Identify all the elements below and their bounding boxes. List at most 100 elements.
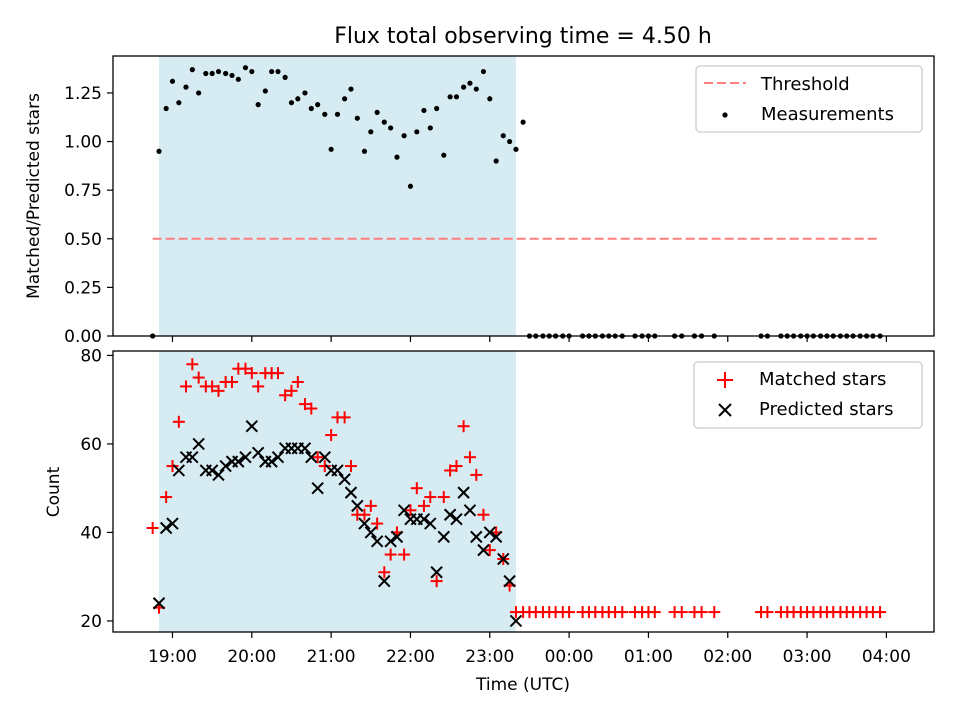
bottom-x-tick-label: 19:00: [148, 647, 197, 667]
bottom-x-tick-label: 03:00: [783, 647, 832, 667]
top-y-axis-label: Matched/Predicted stars: [24, 93, 44, 299]
matched-star-marker: [239, 362, 252, 375]
measurement-point: [447, 94, 453, 100]
matched-star-marker: [245, 367, 258, 380]
predicted-marker-b: [437, 530, 450, 544]
predicted-marker-b: [378, 574, 391, 588]
predicted-star-marker: [364, 526, 378, 539]
top-legend: Threshold Measurements: [695, 65, 923, 133]
predicted-marker-b: [205, 464, 219, 477]
bottom-x-tick-label: 23:00: [465, 647, 514, 667]
predicted-marker-b: [298, 442, 312, 455]
measurement-point: [381, 119, 387, 125]
measurement-point: [334, 111, 341, 117]
measurement-point: [308, 105, 314, 112]
bottom-y-tick-label: 60: [80, 435, 102, 455]
matched-star-marker: [225, 375, 238, 388]
measurement-point: [434, 105, 440, 112]
bottom-axes-frame: [112, 350, 935, 633]
measurement-point: [427, 125, 433, 131]
predicted-marker-b: [483, 526, 496, 539]
measurement-point: [169, 78, 176, 84]
matched-star-marker: [384, 548, 397, 561]
legend-matched-label: Matched stars: [759, 369, 886, 390]
predicted-marker-b: [186, 450, 199, 464]
predicted-marker-b: [384, 535, 397, 548]
measurement-point: [242, 65, 249, 71]
predicted-marker-b: [351, 499, 364, 513]
predicted-star-marker: [305, 450, 318, 464]
predicted-star-marker: [331, 464, 344, 477]
predicted-star-marker: [417, 512, 431, 526]
predicted-marker-b: [397, 504, 411, 517]
predicted-marker-b: [470, 530, 483, 544]
predicted-star-marker: [298, 442, 312, 455]
predicted-star-marker: [265, 455, 278, 468]
predicted-star-marker: [311, 481, 324, 495]
predicted-marker-b: [509, 614, 523, 628]
predicted-star-marker: [251, 446, 265, 459]
predicted-star-marker: [186, 450, 199, 464]
measurement-point: [235, 76, 241, 82]
matched-star-marker: [252, 380, 265, 393]
measurement-point: [223, 70, 229, 77]
bottom-y-tick-label: 20: [80, 612, 102, 632]
predicted-marker-b: [311, 481, 324, 495]
predicted-marker-b: [305, 450, 318, 464]
matched-star-marker: [325, 429, 338, 442]
measurement-point: [203, 70, 209, 77]
bottom-x-tick-label: 01:00: [624, 647, 673, 667]
predicted-marker-b: [457, 486, 470, 499]
predicted-star-marker: [318, 450, 332, 464]
top-y-tick-label: 1.00: [64, 133, 102, 153]
predicted-star-marker: [378, 574, 391, 588]
predicted-marker-b: [239, 450, 252, 464]
matched-star-marker: [172, 415, 185, 428]
matched-star-marker: [271, 367, 284, 380]
measurement-point: [196, 90, 202, 96]
predicted-star-marker: [212, 468, 225, 482]
measurement-point: [328, 146, 334, 152]
measurement-point: [302, 90, 308, 96]
measurement-point: [388, 125, 394, 131]
matched-star-marker: [305, 402, 318, 415]
measurement-point: [342, 96, 348, 102]
predicted-star-marker: [384, 535, 397, 548]
matched-star-marker: [616, 606, 629, 619]
predicted-star-marker: [424, 517, 437, 530]
measurement-point: [513, 146, 519, 152]
matched-star-marker: [648, 606, 661, 619]
measurement-point: [520, 119, 526, 125]
predicted-star-marker: [390, 530, 404, 544]
matched-star-marker: [444, 464, 457, 477]
measurement-point: [255, 102, 261, 108]
matched-star-marker: [318, 460, 331, 473]
predicted-star-marker: [457, 486, 470, 499]
matched-star-marker: [364, 499, 377, 512]
predicted-star-marker: [338, 473, 351, 486]
predicted-star-marker: [470, 530, 483, 544]
measurement-point: [249, 68, 255, 75]
measurement-point: [421, 107, 427, 114]
top-y-tick-label: 0.75: [64, 181, 102, 201]
predicted-star-marker: [159, 521, 173, 535]
predicted-star-marker: [166, 517, 179, 530]
predicted-star-marker: [239, 450, 252, 464]
predicted-marker-b: [364, 526, 378, 539]
matched-star-marker: [437, 491, 450, 504]
measurement-point: [461, 84, 467, 90]
top-y-axis: 0.00 0.25 0.50 0.75 1.00 1.25: [64, 84, 113, 347]
predicted-star-marker: [483, 526, 496, 539]
predicted-star-marker: [205, 464, 219, 477]
measurement-point: [275, 68, 281, 75]
predicted-marker-b: [331, 464, 344, 477]
predicted-star-marker: [172, 464, 186, 477]
predicted-star-marker: [477, 543, 490, 557]
predicted-marker-b: [463, 504, 477, 517]
top-y-tick-label: 0.50: [64, 230, 102, 250]
predicted-marker-b: [390, 530, 404, 544]
predicted-marker-b: [212, 468, 225, 482]
predicted-star-marker: [463, 504, 477, 517]
bottom-shaded-observing-span: [159, 351, 516, 632]
